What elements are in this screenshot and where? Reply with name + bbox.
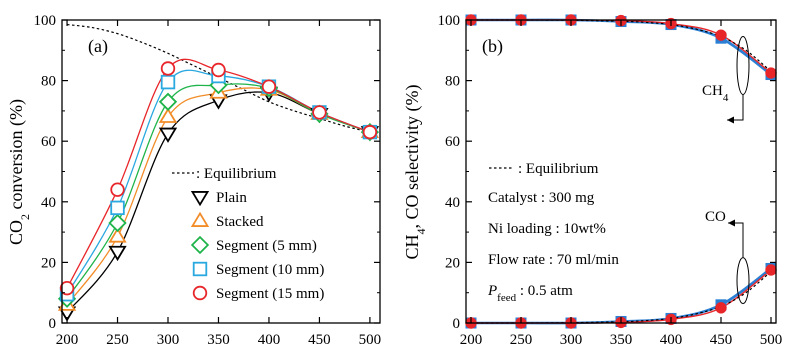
panel-a-y-tick-label: 80 xyxy=(41,74,56,90)
ch4-equilibrium-curve xyxy=(470,19,772,72)
panel-b-selectivity-chart: 200 250 300 350 400 450 500 0 20 40 60 80 100 (b) CH… xyxy=(402,13,782,348)
data-point-segment-15-mm- xyxy=(362,124,378,140)
flow-rate-note: Flow rate : 70 ml/min xyxy=(488,252,619,268)
data-point-segment-15-mm- xyxy=(211,62,226,78)
ch4-arrow-head xyxy=(727,116,734,124)
ch4-label: CH4 xyxy=(702,83,729,104)
panel-b-y-tick-label: 60 xyxy=(445,134,460,150)
legend-marker-stacked xyxy=(190,211,210,227)
data-point-segment-15-mm- xyxy=(160,61,176,76)
legend-equilibrium-label: : Equilibrium xyxy=(196,166,277,182)
panel-b-plot-area xyxy=(465,14,777,329)
data-point-segment-15-mm- xyxy=(312,105,327,120)
catalyst-note: Catalyst : 300 mg xyxy=(488,190,595,206)
panel-b-x-tick-label: 250 xyxy=(510,332,533,348)
co-label: CO xyxy=(705,209,726,225)
panel-a-y-tick-label: 20 xyxy=(41,255,56,271)
panel-a-x-tick-label: 500 xyxy=(359,332,382,348)
panel-b-y-tick-label: 100 xyxy=(438,13,461,29)
legend-label-segment-15-mm-: Segment (15 mm) xyxy=(216,286,324,302)
pressure-note: Pfeed : 0.5 atm xyxy=(487,283,573,304)
panel-a-x-tick-label: 450 xyxy=(308,332,331,348)
data-point-segment-10-mm- xyxy=(160,74,176,90)
ch4-arrow-line xyxy=(727,94,744,121)
series-line-ch4-red- xyxy=(470,19,772,74)
panel-b-annotations: CH4 CO : Equilibrium Catalyst : 300 mg N… xyxy=(487,35,750,305)
panel-a-legend: : Equilibrium Plain Stacked Segment (5 mm) S… xyxy=(172,166,324,302)
panel-b-y-tick-label: 80 xyxy=(445,74,460,90)
panel-a-y-axis-label: CO2 conversion (%) xyxy=(6,99,32,245)
panel-a-x-tick-label: 400 xyxy=(258,332,281,348)
legend-label-stacked: Stacked xyxy=(216,214,264,230)
panel-b-y-tick-label: 40 xyxy=(445,195,460,211)
panel-a-ticks: 200 250 300 350 400 450 500 0 20 40 60 80 100 xyxy=(34,13,382,348)
data-point-segment-5-mm- xyxy=(108,213,127,233)
panel-a-x-tick-label: 200 xyxy=(56,332,79,348)
data-point-plain xyxy=(158,127,178,143)
data-point-co-red- xyxy=(715,302,727,314)
data-point-plain xyxy=(108,245,127,262)
legend-label-segment-10-mm-: Segment (10 mm) xyxy=(216,262,324,278)
legend-marker-segment-15-mm- xyxy=(192,285,208,301)
ch4-ellipse xyxy=(736,35,750,95)
panel-b-x-tick-label: 200 xyxy=(460,332,483,348)
panel-b-y-tick-label: 0 xyxy=(453,316,461,332)
panel-a-x-tick-label: 300 xyxy=(157,332,180,348)
data-point-segment-15-mm- xyxy=(59,280,75,296)
legend-marker-segment-10-mm- xyxy=(192,261,208,277)
panel-b-x-tick-label: 400 xyxy=(660,332,683,348)
panel-a-y-tick-label: 100 xyxy=(34,13,57,29)
panel-b-x-tick-label: 500 xyxy=(760,332,783,348)
co-ellipse xyxy=(736,257,750,305)
data-point-segment-15-mm- xyxy=(261,79,277,94)
data-point-co-red- xyxy=(765,264,777,276)
ni-loading-note: Ni loading : 10wt% xyxy=(488,221,606,237)
panel-a-x-tick-label: 250 xyxy=(106,332,129,348)
panel-a-conversion-chart: 200 250 300 350 400 450 500 0 20 40 60 80 100 (a) CO… xyxy=(6,13,381,348)
data-point-ch4-red- xyxy=(715,29,727,41)
data-point-ch4-red- xyxy=(765,67,777,79)
panel-b-tag: (b) xyxy=(482,36,503,57)
series-line-ch4-blue- xyxy=(470,18,772,76)
data-point-segment-15-mm- xyxy=(110,182,125,197)
co-arrow-head xyxy=(728,219,735,227)
panel-a-x-tick-label: 350 xyxy=(207,332,230,348)
legend-marker-plain xyxy=(190,191,210,207)
panel-b-x-tick-label: 350 xyxy=(610,332,633,348)
panel-b-y-tick-label: 20 xyxy=(445,255,460,271)
panel-b-ticks: 200 250 300 350 400 450 500 0 20 40 60 80 100 xyxy=(438,13,783,348)
panel-a-plot-area xyxy=(57,23,380,322)
panel-b-y-axis-label: CH4, CO selectivity (%) xyxy=(402,85,428,260)
co-arrow-line xyxy=(728,222,744,258)
panel-a-y-tick-label: 40 xyxy=(41,195,56,211)
data-point-segment-10-mm- xyxy=(110,200,125,216)
panel-a-y-tick-label: 60 xyxy=(41,134,56,150)
data-point-stacked xyxy=(158,107,178,123)
legend-label-segment-5-mm-: Segment (5 mm) xyxy=(216,238,317,254)
legend-label-plain: Plain xyxy=(216,190,247,206)
legend-marker-segment-5-mm- xyxy=(190,235,210,255)
panel-b-x-tick-label: 450 xyxy=(710,332,733,348)
equilibrium-legend-label: : Equilibrium xyxy=(518,161,599,177)
data-point-stacked xyxy=(108,227,127,243)
panel-a-tag: (a) xyxy=(88,36,108,57)
panel-b-axes-box xyxy=(465,19,777,324)
panel-b-x-tick-label: 300 xyxy=(560,332,583,348)
data-point-segment-5-mm- xyxy=(158,92,178,111)
panel-a-y-tick-label: 0 xyxy=(49,316,57,332)
panel-b-frame xyxy=(465,19,777,324)
